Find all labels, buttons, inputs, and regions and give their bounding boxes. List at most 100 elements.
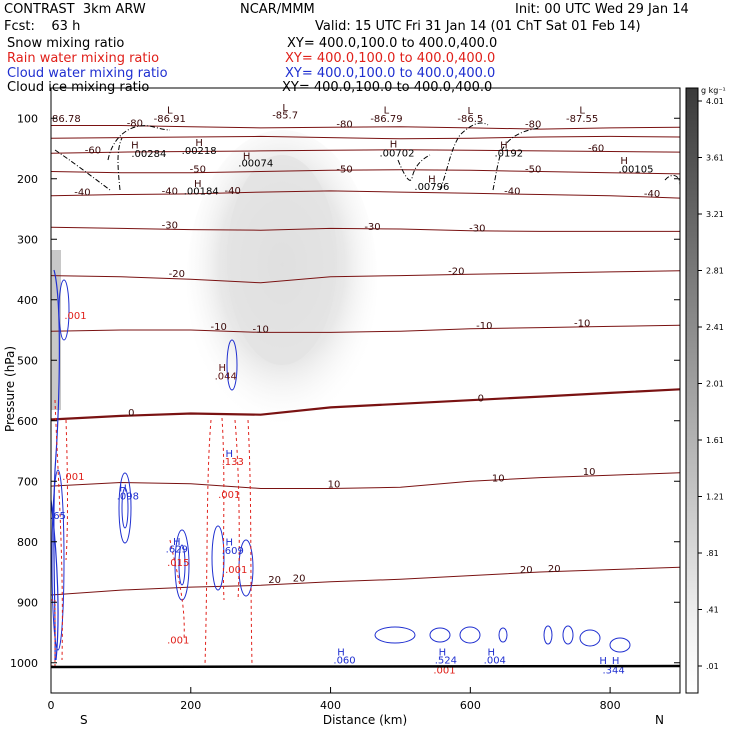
contour-label: -86.91: [154, 114, 186, 125]
contour-label: 10: [583, 467, 596, 478]
north-label: N: [655, 713, 664, 727]
contour-label: -40: [644, 189, 660, 200]
contour-label: -60: [85, 145, 101, 156]
temperature-contour: [51, 149, 680, 154]
contour-label: -50: [190, 165, 206, 176]
x-axis-title: Distance (km): [322, 713, 408, 727]
temperature-contour: [51, 135, 680, 140]
contour-label: .060: [333, 655, 355, 666]
contour-label: 20: [268, 575, 281, 586]
legend-snow-label: Snow mixing ratio: [7, 36, 125, 51]
contour-label: H: [225, 537, 233, 548]
contour-label: H: [119, 484, 127, 495]
rain-water-contour: [65, 419, 68, 561]
contour-label: H: [218, 363, 226, 374]
contour-label: 86.78: [52, 114, 81, 125]
contour-label: H: [194, 179, 202, 190]
contour-label: H: [428, 174, 436, 185]
cloud-water-contour: [51, 469, 65, 651]
cloud-ice-contour: [54, 149, 111, 191]
legend-cloud-water-label: Cloud water mixing ratio: [7, 66, 168, 81]
x-tick-label: 200: [180, 699, 201, 712]
cloud-water-contour: [579, 629, 601, 647]
cloud-water-contour: [53, 269, 60, 661]
x-tick-label: 400: [320, 699, 341, 712]
contour-label: 20: [548, 564, 561, 575]
contour-label: H: [195, 138, 203, 149]
contour-label: L: [282, 103, 288, 114]
colorbar-tick-label: .41: [706, 606, 719, 615]
rain-water-contour: [169, 539, 185, 641]
contour-label: L: [579, 105, 585, 116]
cloud-water-contour: [51, 499, 59, 661]
legend-cloud-ice-xy: XY= 400.0,100.0 to 400.0,400.0: [282, 80, 493, 95]
cloud-water-contour: [174, 529, 190, 601]
contour-label: -10: [211, 322, 227, 333]
y-tick-label: 1000: [10, 657, 38, 670]
colorbar-tick-label: 1.61: [706, 436, 724, 445]
contour-label: 0: [478, 393, 484, 404]
contour-label: .001: [433, 666, 455, 677]
temperature-contour: [51, 324, 680, 333]
contour-label: 10: [492, 473, 505, 484]
cloud-water-contour: [211, 525, 225, 591]
temperature-contour: [51, 388, 680, 421]
y-axis-title: Pressure (hPa): [3, 345, 17, 433]
colorbar-tick-label: 3.61: [706, 154, 724, 163]
org-label: NCAR/MMM: [240, 2, 315, 17]
contour-label: H: [390, 139, 398, 150]
rain-water-contour: [247, 419, 253, 666]
contour-label: .044: [215, 372, 237, 383]
contour-label: L: [468, 106, 474, 117]
contour-label: -30: [469, 223, 485, 234]
contour-label: .00218: [182, 146, 217, 157]
legend-cloud-ice-label: Cloud ice mixing ratio: [7, 80, 150, 95]
contour-label: -10: [476, 321, 492, 332]
contour-label: .609: [222, 546, 244, 557]
x-tick-label: 0: [48, 699, 55, 712]
contour-label: -80: [336, 119, 352, 130]
init-time: Init: 00 UTC Wed 29 Jan 14: [515, 2, 689, 17]
contour-label: .004: [484, 655, 506, 666]
contour-label: -40: [74, 188, 90, 199]
rain-water-contour: [234, 419, 240, 601]
colorbar-tick-label: 2.41: [706, 323, 724, 332]
contour-label: -10: [574, 318, 590, 329]
cloud-ice-contour: [107, 125, 171, 161]
contour-label: -20: [448, 266, 464, 277]
surface-line: [50, 664, 681, 669]
cloud-ice-contour: [439, 122, 489, 191]
contour-label: .001: [167, 635, 189, 646]
plot-frame: [50, 87, 681, 694]
rain-water-contour: [204, 419, 212, 666]
colorbar-tick-label: .01: [706, 662, 719, 671]
contour-label: H: [243, 151, 251, 162]
contour-label: -10: [252, 324, 268, 335]
contour-label: H: [620, 156, 628, 167]
contour-label: L: [384, 105, 390, 116]
contour-label: .098: [117, 491, 139, 502]
temperature-contour: [51, 190, 680, 199]
contour-label: -20: [169, 269, 185, 280]
temperature-contour: [51, 566, 680, 596]
contour-label: .001: [64, 311, 86, 322]
contour-label: .001: [62, 472, 84, 483]
legend-snow-xy: XY= 400.0,100.0 to 400.0,400.0: [287, 36, 498, 51]
temperature-contour: [51, 226, 680, 232]
contour-label: .001: [218, 490, 240, 501]
x-tick-label: 600: [460, 699, 481, 712]
cloud-water-contour: [238, 539, 254, 597]
hydrometeor-contours: [51, 122, 680, 667]
contour-label: -60: [588, 144, 604, 155]
contour-label: -86.5: [457, 114, 483, 125]
contour-label: -80: [525, 119, 541, 130]
forecast-hour: Fcst: 63 h: [4, 19, 81, 34]
colorbar-tick-label: 4.01: [706, 97, 724, 106]
legend-rain-label: Rain water mixing ratio: [7, 51, 160, 66]
contour-label: H: [225, 449, 233, 460]
y-tick-label: 900: [17, 596, 38, 609]
y-tick-label: 700: [17, 475, 38, 488]
contour-label: -40: [225, 186, 241, 197]
contour-label: .524: [435, 655, 457, 666]
